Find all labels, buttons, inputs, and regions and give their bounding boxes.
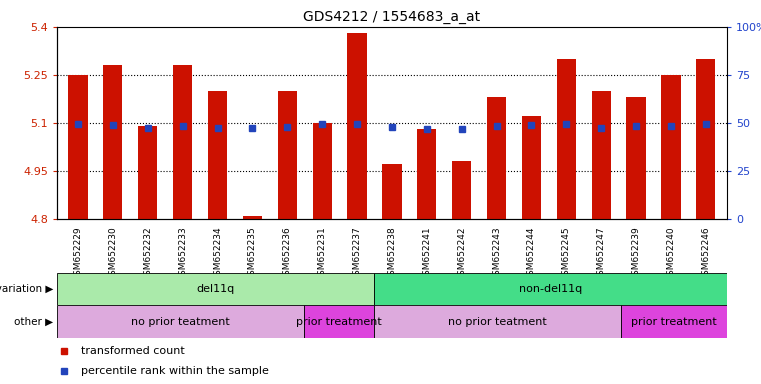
- Bar: [348, 33, 367, 219]
- Bar: [487, 97, 506, 219]
- Text: prior treatment: prior treatment: [296, 316, 382, 327]
- Bar: [374, 305, 621, 338]
- Bar: [374, 273, 727, 305]
- Text: no prior teatment: no prior teatment: [448, 316, 547, 327]
- Bar: [591, 91, 611, 219]
- Bar: [417, 129, 436, 219]
- Bar: [173, 65, 193, 219]
- Bar: [208, 91, 227, 219]
- Bar: [68, 75, 88, 219]
- Bar: [661, 75, 680, 219]
- Bar: [243, 216, 262, 219]
- Text: del11q: del11q: [196, 284, 235, 294]
- Text: percentile rank within the sample: percentile rank within the sample: [81, 366, 269, 376]
- Text: genotype/variation ▶: genotype/variation ▶: [0, 284, 53, 294]
- Text: other ▶: other ▶: [14, 316, 53, 327]
- Bar: [522, 116, 541, 219]
- Text: non-del11q: non-del11q: [519, 284, 582, 294]
- Bar: [278, 91, 297, 219]
- Bar: [57, 273, 374, 305]
- Bar: [557, 59, 576, 219]
- Bar: [621, 305, 727, 338]
- Bar: [452, 161, 471, 219]
- Text: no prior teatment: no prior teatment: [131, 316, 230, 327]
- Bar: [103, 65, 123, 219]
- Bar: [382, 164, 402, 219]
- Text: transformed count: transformed count: [81, 346, 184, 356]
- Bar: [304, 305, 374, 338]
- Bar: [139, 126, 158, 219]
- Text: prior treatment: prior treatment: [631, 316, 717, 327]
- Bar: [696, 59, 715, 219]
- Bar: [57, 305, 304, 338]
- Bar: [626, 97, 645, 219]
- Bar: [313, 123, 332, 219]
- Title: GDS4212 / 1554683_a_at: GDS4212 / 1554683_a_at: [304, 10, 480, 25]
